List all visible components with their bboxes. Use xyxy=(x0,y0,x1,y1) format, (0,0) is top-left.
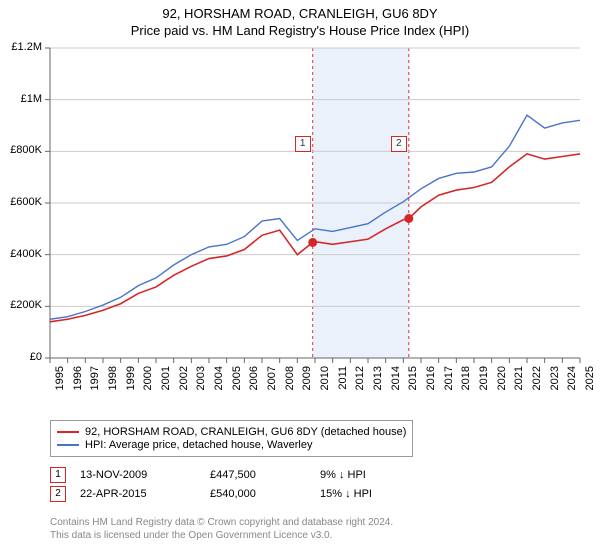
ytick-label: £800K xyxy=(0,144,42,156)
sales-price: £540,000 xyxy=(210,488,320,500)
xtick-label: 2011 xyxy=(337,366,349,401)
xtick-label: 2025 xyxy=(584,366,596,401)
ytick-label: £400K xyxy=(0,248,42,260)
xtick-label: 2005 xyxy=(231,366,243,401)
sales-row: 2 22-APR-2015£540,00015% ↓ HPI xyxy=(50,486,420,502)
xtick-label: 2016 xyxy=(425,366,437,401)
sales-date: 22-APR-2015 xyxy=(80,488,210,500)
legend-swatch xyxy=(57,431,79,433)
sales-delta: 15% ↓ HPI xyxy=(320,488,420,500)
legend-item: HPI: Average price, detached house, Wave… xyxy=(57,439,406,451)
xtick-label: 1998 xyxy=(107,366,119,401)
sales-date: 13-NOV-2009 xyxy=(80,469,210,481)
sales-row: 1 13-NOV-2009£447,5009% ↓ HPI xyxy=(50,467,420,483)
band-marker-label: 1 xyxy=(295,136,311,152)
xtick-label: 2014 xyxy=(390,366,402,401)
xtick-label: 2007 xyxy=(266,366,278,401)
sales-table: 1 13-NOV-2009£447,5009% ↓ HPI 2 22-APR-2015… xyxy=(50,464,420,505)
sales-marker: 2 xyxy=(50,486,66,502)
xtick-label: 1997 xyxy=(89,366,101,401)
xtick-label: 1999 xyxy=(125,366,137,401)
xtick-label: 1996 xyxy=(72,366,84,401)
xtick-label: 2006 xyxy=(248,366,260,401)
xtick-label: 2021 xyxy=(513,366,525,401)
xtick-label: 2001 xyxy=(160,366,172,401)
xtick-label: 2000 xyxy=(142,366,154,401)
xtick-label: 2018 xyxy=(460,366,472,401)
legend: 92, HORSHAM ROAD, CRANLEIGH, GU6 8DY (de… xyxy=(50,420,413,457)
footer-line-1: Contains HM Land Registry data © Crown c… xyxy=(50,516,393,529)
legend-label: HPI: Average price, detached house, Wave… xyxy=(85,439,312,451)
sales-delta: 9% ↓ HPI xyxy=(320,469,420,481)
legend-label: 92, HORSHAM ROAD, CRANLEIGH, GU6 8DY (de… xyxy=(85,426,406,438)
xtick-label: 2013 xyxy=(372,366,384,401)
xtick-label: 2023 xyxy=(549,366,561,401)
xtick-label: 2022 xyxy=(531,366,543,401)
xtick-label: 2017 xyxy=(443,366,455,401)
xtick-label: 1995 xyxy=(54,366,66,401)
ytick-label: £0 xyxy=(0,351,42,363)
ytick-label: £600K xyxy=(0,196,42,208)
xtick-label: 2010 xyxy=(319,366,331,401)
xtick-label: 2020 xyxy=(496,366,508,401)
sales-price: £447,500 xyxy=(210,469,320,481)
xtick-label: 2015 xyxy=(407,366,419,401)
xtick-label: 2008 xyxy=(284,366,296,401)
ytick-label: £1M xyxy=(0,93,42,105)
xtick-label: 2003 xyxy=(195,366,207,401)
legend-item: 92, HORSHAM ROAD, CRANLEIGH, GU6 8DY (de… xyxy=(57,426,406,438)
xtick-label: 2024 xyxy=(566,366,578,401)
xtick-label: 2004 xyxy=(213,366,225,401)
sales-marker: 1 xyxy=(50,467,66,483)
xtick-label: 2009 xyxy=(301,366,313,401)
ytick-label: £1.2M xyxy=(0,41,42,53)
legend-swatch xyxy=(57,444,79,446)
ytick-label: £200K xyxy=(0,299,42,311)
xtick-label: 2002 xyxy=(178,366,190,401)
footer-attribution: Contains HM Land Registry data © Crown c… xyxy=(50,516,393,542)
footer-line-2: This data is licensed under the Open Gov… xyxy=(50,529,393,542)
xtick-label: 2019 xyxy=(478,366,490,401)
xtick-label: 2012 xyxy=(354,366,366,401)
band-marker-label: 2 xyxy=(391,136,407,152)
